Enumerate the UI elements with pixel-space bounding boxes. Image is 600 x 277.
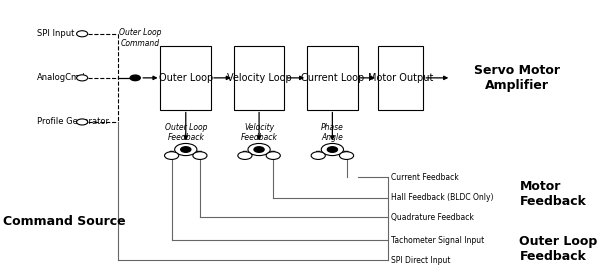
Text: Phase
Angle: Phase Angle: [321, 123, 344, 142]
Circle shape: [266, 152, 280, 160]
Circle shape: [175, 143, 197, 156]
Text: Velocity Loop: Velocity Loop: [227, 73, 292, 83]
Text: Servo Motor
Amplifier: Servo Motor Amplifier: [474, 64, 560, 92]
Circle shape: [181, 147, 191, 152]
Text: Current Feedback: Current Feedback: [391, 173, 458, 182]
Circle shape: [248, 143, 270, 156]
Circle shape: [238, 152, 252, 160]
Text: Motor
Feedback: Motor Feedback: [520, 179, 586, 208]
Text: Tachometer Signal Input: Tachometer Signal Input: [391, 236, 484, 245]
Circle shape: [77, 75, 88, 81]
Circle shape: [328, 147, 337, 152]
Bar: [378, 46, 424, 110]
Text: Outer Loop: Outer Loop: [158, 73, 213, 83]
Text: Outer Loop
Command: Outer Loop Command: [119, 28, 161, 48]
Circle shape: [164, 152, 179, 160]
Circle shape: [340, 152, 353, 160]
Circle shape: [254, 147, 264, 152]
Circle shape: [77, 31, 88, 37]
Text: Command Source: Command Source: [3, 215, 126, 228]
Text: Velocity
Feedback: Velocity Feedback: [241, 123, 278, 142]
Text: Outer Loop
Feedback: Outer Loop Feedback: [164, 123, 207, 142]
Text: Profile Generator: Profile Generator: [37, 117, 109, 127]
Text: SPI Input: SPI Input: [37, 29, 74, 38]
Bar: [234, 46, 284, 110]
Circle shape: [193, 152, 207, 160]
Text: AnalogCmd: AnalogCmd: [37, 73, 85, 82]
Circle shape: [321, 143, 344, 156]
Circle shape: [77, 119, 88, 125]
Circle shape: [130, 75, 140, 81]
Circle shape: [311, 152, 325, 160]
Text: Motor Output: Motor Output: [368, 73, 433, 83]
Text: Quadrature Feedback: Quadrature Feedback: [391, 212, 473, 222]
Text: Current Loop: Current Loop: [301, 73, 364, 83]
Text: Outer Loop
Feedback: Outer Loop Feedback: [520, 235, 598, 263]
Text: SPI Direct Input: SPI Direct Input: [391, 256, 450, 265]
Bar: [160, 46, 211, 110]
Bar: [307, 46, 358, 110]
Text: Hall Feedback (BLDC Only): Hall Feedback (BLDC Only): [391, 193, 493, 202]
